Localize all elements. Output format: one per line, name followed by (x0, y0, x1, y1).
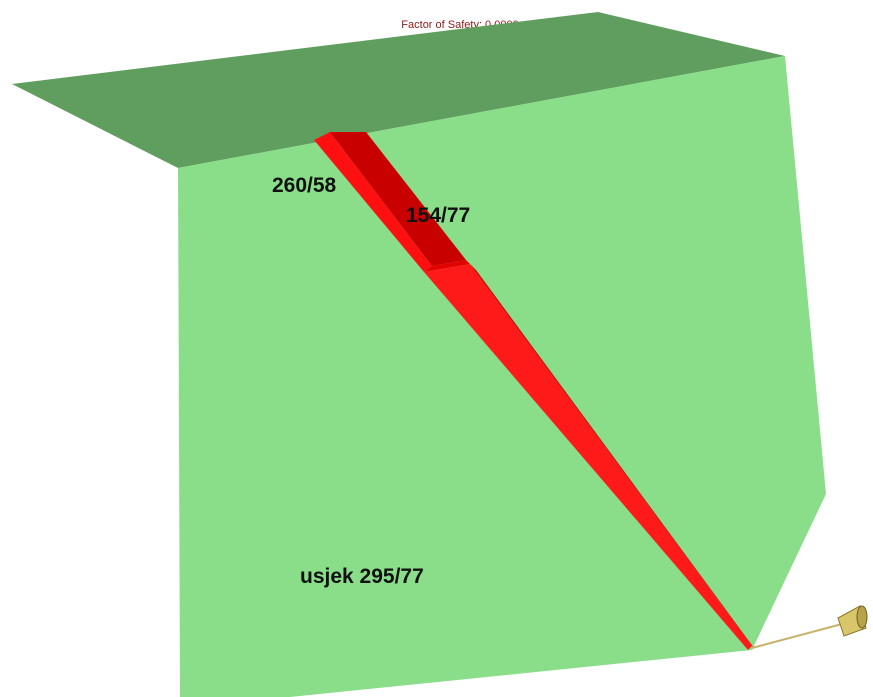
direction-arrow[interactable] (751, 605, 868, 649)
slope-face-plane (178, 56, 826, 697)
crest-plane (12, 12, 785, 168)
arrow-head-cap (856, 605, 868, 629)
wedge-face-lower-shade (470, 264, 754, 648)
arrow-shaft (751, 623, 843, 649)
wedge-face-top (330, 132, 466, 266)
slope-face-label: usjek 295/77 (300, 565, 424, 588)
joint-2-label: 154/77 (406, 204, 470, 227)
wedge[interactable] (314, 132, 754, 650)
wedge-face-left-upper (314, 132, 432, 272)
wedge-face-lower (424, 264, 752, 650)
wedge-face-joint (424, 260, 470, 272)
joint-1-label: 260/58 (272, 174, 337, 197)
